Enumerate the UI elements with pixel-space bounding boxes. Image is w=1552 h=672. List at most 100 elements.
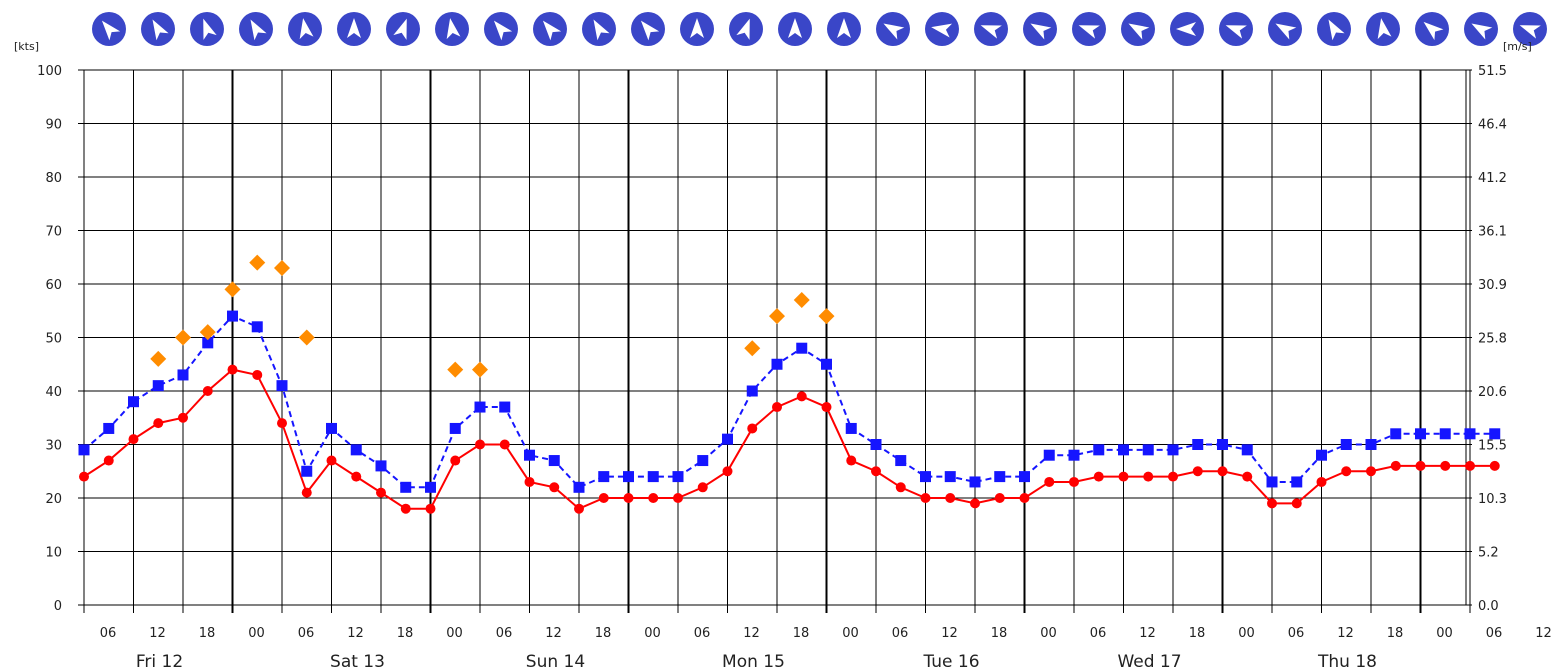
wind-direction-icon: [1464, 12, 1498, 46]
wind-speed-point: [1366, 466, 1376, 477]
wind-gust-point: [845, 422, 857, 434]
left-y-tick-label: 80: [45, 171, 62, 186]
wind-gust-line: [83, 314, 1495, 489]
max-gust-marker: [793, 292, 810, 309]
wind-gust-point: [400, 481, 412, 493]
wind-gust-point: [1192, 439, 1204, 450]
left-y-tick-label: 90: [45, 118, 62, 133]
day-label: Thu 18: [1317, 652, 1377, 672]
right-y-tick-label: 46.4: [1478, 118, 1507, 133]
x-hour-tick-label: 06: [496, 626, 513, 641]
wind-direction-icon: [1219, 12, 1253, 46]
wind-speed-point: [499, 439, 510, 450]
wind-speed-point: [1267, 498, 1277, 509]
wind-gust-point: [944, 471, 956, 483]
right-y-tick-label: 36.1: [1478, 225, 1507, 240]
wind-gust-point: [895, 455, 907, 467]
right-y-tick-label: 20.6: [1478, 385, 1507, 400]
wind-direction-icon: [190, 12, 224, 46]
right-y-tick-label: 10.3: [1478, 492, 1507, 507]
plot-grid: [78, 69, 1472, 613]
left-y-tick-label: 10: [45, 546, 62, 561]
wind-direction-icon: [1023, 12, 1057, 46]
right-y-tick-label: 15.5: [1478, 439, 1507, 454]
wind-gust-point: [128, 396, 139, 408]
wind-gust-point: [276, 380, 288, 392]
wind-speed-point: [1341, 466, 1352, 477]
x-hour-tick-label: 00: [1238, 626, 1255, 641]
x-hour-tick-label: 00: [446, 626, 463, 641]
wind-speed-point: [920, 493, 931, 503]
left-y-tick-label: 50: [45, 332, 62, 347]
wind-speed-point: [524, 476, 535, 487]
wind-direction-icon: [141, 12, 175, 46]
wind-gust-point: [1340, 439, 1352, 450]
wind-speed-point: [1316, 476, 1327, 487]
wind-gust-point: [202, 337, 214, 349]
day-label: Sat 13: [330, 652, 385, 672]
wind-direction-icon: [92, 12, 126, 46]
wind-gust-point: [548, 455, 560, 467]
max-gust-marker: [199, 324, 216, 341]
wind-speed-point: [970, 498, 980, 509]
x-hour-tick-label: 12: [941, 626, 958, 641]
wind-gust-point: [1217, 439, 1228, 450]
x-hour-tick-label: 00: [1436, 626, 1453, 641]
wind-direction-icon: [533, 12, 567, 46]
wind-direction-icon: [1317, 12, 1351, 46]
wind-speed-point: [673, 493, 683, 503]
day-label: Sun 14: [526, 652, 585, 672]
left-axis-unit: [kts]: [14, 40, 39, 53]
wind-speed-point: [1044, 476, 1055, 487]
x-hour-tick-label: 00: [644, 626, 661, 641]
max-gust-marker: [224, 281, 241, 298]
wind-gust-point: [722, 433, 733, 445]
wind-speed-point: [747, 423, 758, 434]
wind-speed-point: [1093, 471, 1104, 482]
wind-speed-point: [227, 364, 238, 375]
max-gust-marker: [769, 308, 785, 325]
x-hour-tick-label: 18: [793, 626, 810, 641]
day-label: Wed 17: [1117, 652, 1181, 672]
x-hour-tick-label: 12: [1337, 626, 1354, 641]
wind-speed-point: [128, 434, 139, 445]
x-hour-tick-label: 06: [100, 626, 117, 641]
x-hour-tick-label: 06: [892, 626, 909, 641]
wind-direction-icon: [1121, 12, 1155, 46]
wind-gust-point: [746, 385, 758, 397]
wind-gust-point: [78, 444, 90, 456]
wind-speed-point: [1168, 471, 1178, 482]
x-axis-hour-ticks: 06 12 18 00 06 12 18 00 06 12 18 00 06 12 18 00 06 12 18 00…: [100, 626, 1552, 641]
wind-speed-point: [351, 471, 362, 482]
wind-gust-point: [1489, 428, 1501, 440]
max-gust-marker: [472, 361, 488, 378]
wind-gust-point: [1415, 428, 1426, 440]
wind-gust-point: [449, 422, 461, 434]
left-y-tick-label: 30: [45, 439, 62, 454]
x-hour-tick-label: 12: [743, 626, 760, 641]
wind-direction-icon: [876, 12, 910, 46]
wind-direction-icon: [1415, 12, 1449, 46]
left-y-tick-label: 100: [37, 64, 62, 79]
wind-speed-point: [648, 493, 659, 503]
wind-speed-point: [1019, 493, 1030, 503]
max-gust-marker: [274, 259, 290, 276]
x-hour-tick-label: 18: [397, 626, 414, 641]
max-gust-marker: [744, 340, 761, 357]
wind-gust-point: [1464, 428, 1476, 440]
wind-direction-icon: [386, 12, 420, 46]
wind-direction-icon: [1268, 12, 1302, 46]
wind-direction-icon: [631, 12, 665, 46]
wind-speed-point: [202, 386, 213, 396]
wind-gust-point: [647, 471, 659, 483]
wind-gust-point: [1118, 444, 1129, 456]
wind-gust-point: [969, 476, 981, 488]
right-y-tick-label: 0.0: [1478, 599, 1499, 614]
wind-gust-point: [1291, 476, 1303, 488]
wind-gust-point: [821, 358, 832, 370]
left-y-axis-ticks: 0 10 20 30 40 50 60 70 80 90 100: [37, 64, 62, 614]
wind-gust-point: [499, 401, 511, 413]
x-hour-tick-label: 06: [694, 626, 711, 641]
wind-speed-point: [574, 503, 584, 514]
